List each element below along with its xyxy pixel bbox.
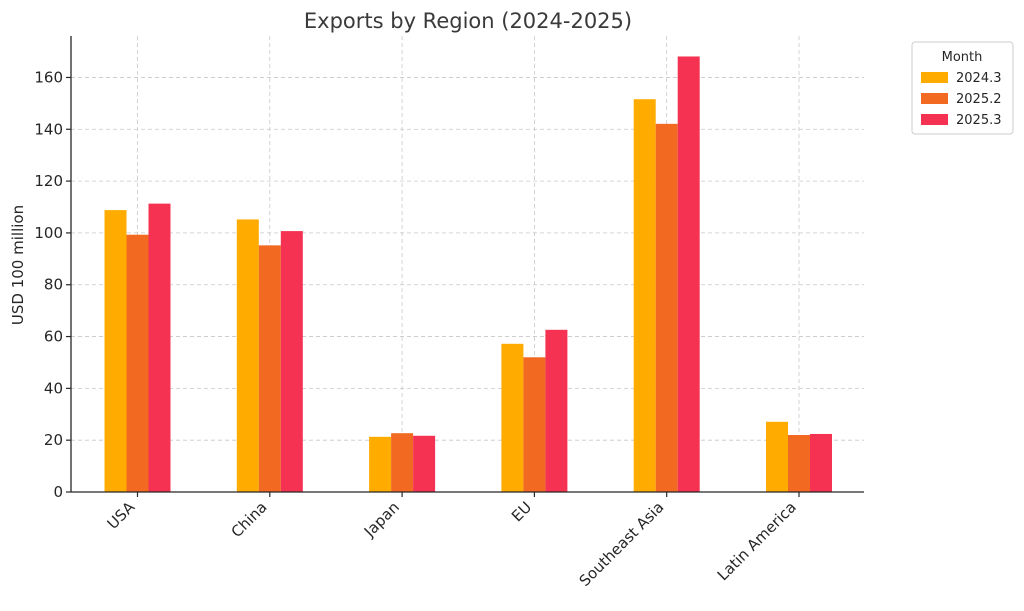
bar <box>258 245 281 492</box>
bar <box>391 433 414 492</box>
bar <box>236 219 259 492</box>
bar <box>104 210 127 493</box>
y-tick-labels: 0 20 40 60 80 100 120 140 160 <box>34 68 63 501</box>
legend-items: 2024.3 2025.2 2025.3 <box>921 71 1002 128</box>
bar <box>369 436 392 492</box>
y-tick-label: 100 <box>34 224 63 242</box>
x-tick-label: EU <box>508 498 535 525</box>
x-tick-labels: USA China Japan EU Southeast Asia Latin Ameri… <box>104 498 800 590</box>
bar <box>545 329 568 492</box>
legend-swatch <box>921 93 948 104</box>
bar <box>655 123 678 492</box>
legend-frame <box>911 41 1014 135</box>
legend-label: 2025.2 <box>956 92 1002 107</box>
y-axis-title: USD 100 million <box>9 205 27 325</box>
axes <box>66 36 864 497</box>
bar <box>501 343 524 492</box>
legend-title: Month <box>942 50 983 65</box>
x-tick-label: Japan <box>360 498 403 541</box>
y-tick-label: 140 <box>34 120 63 138</box>
x-tick-label: China <box>228 498 271 541</box>
legend-swatch <box>921 72 948 83</box>
legend-label: 2024.3 <box>956 71 1002 86</box>
bar <box>788 435 810 492</box>
legend-label: 2025.3 <box>956 113 1002 128</box>
bar <box>126 234 149 493</box>
y-tick-label: 20 <box>44 431 63 449</box>
bar <box>810 433 832 492</box>
x-tick-label: Latin America <box>714 498 800 584</box>
bar <box>766 421 788 492</box>
chart-title: Exports by Region (2024-2025) <box>304 9 632 33</box>
y-tick-label: 80 <box>44 276 63 294</box>
bar <box>280 231 303 492</box>
y-tick-label: 60 <box>44 328 63 346</box>
bar <box>633 99 656 492</box>
y-tick-label: 160 <box>34 68 63 86</box>
y-tick-label: 0 <box>53 483 63 501</box>
bars <box>104 56 832 493</box>
y-tick-label: 120 <box>34 172 63 190</box>
legend: Month 2024.3 2025.2 2025.3 <box>911 41 1014 135</box>
bar <box>523 357 546 492</box>
bar <box>677 56 700 493</box>
bar <box>413 435 436 492</box>
grid-lines <box>71 36 864 492</box>
y-tick-label: 40 <box>44 379 63 397</box>
x-tick-label: USA <box>104 498 139 533</box>
bar <box>148 203 171 492</box>
x-tick-label: Southeast Asia <box>576 498 668 590</box>
legend-swatch <box>921 114 948 125</box>
